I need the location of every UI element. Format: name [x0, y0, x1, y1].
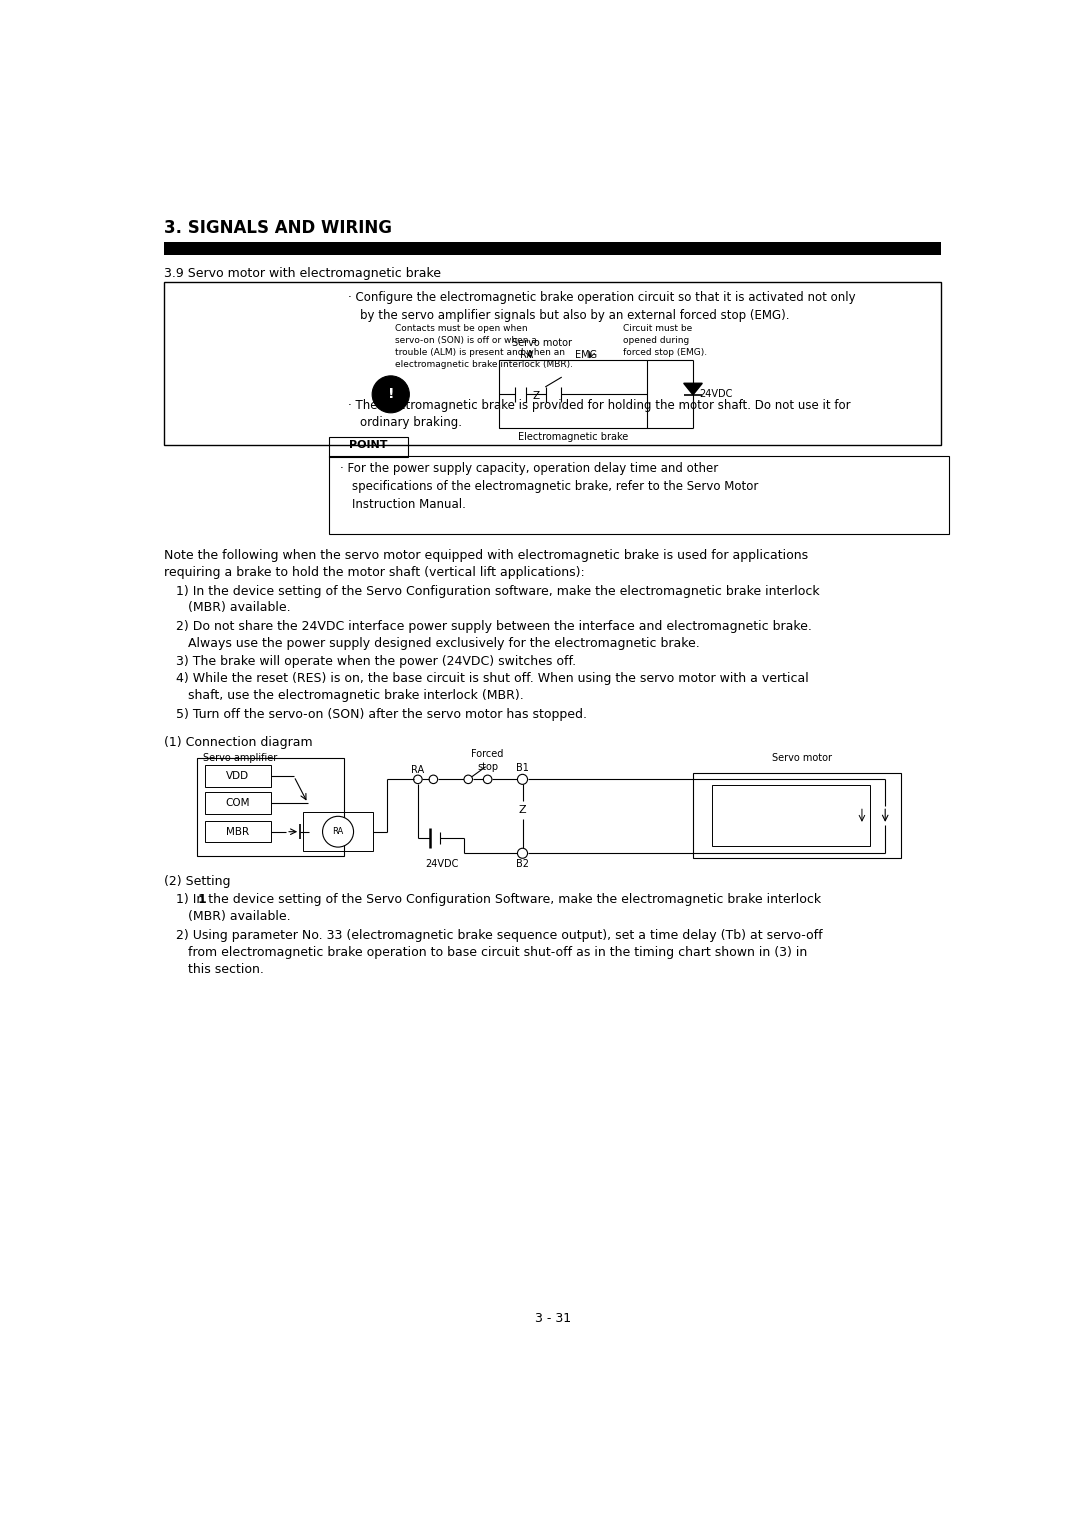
Text: 3.9 Servo motor with electromagnetic brake: 3.9 Servo motor with electromagnetic bra… — [164, 266, 442, 280]
Text: 2) Do not share the 24VDC interface power supply between the interface and elect: 2) Do not share the 24VDC interface powe… — [164, 620, 812, 633]
Bar — [205, 821, 271, 842]
Text: Z: Z — [518, 805, 526, 814]
Circle shape — [414, 775, 422, 784]
Text: !: ! — [388, 387, 394, 402]
Text: VDD: VDD — [226, 772, 249, 781]
Circle shape — [464, 775, 473, 784]
Text: by the servo amplifier signals but also by an external forced stop (EMG).: by the servo amplifier signals but also … — [360, 309, 789, 322]
Text: B1: B1 — [516, 762, 529, 773]
Bar — [205, 766, 271, 787]
Text: Always use the power supply designed exclusively for the electromagnetic brake.: Always use the power supply designed exc… — [164, 637, 700, 649]
Text: Instruction Manual.: Instruction Manual. — [352, 498, 465, 510]
Circle shape — [373, 376, 409, 413]
Bar — [499, 361, 647, 428]
Text: 1) In the device setting of the Servo Configuration Software, make the electroma: 1) In the device setting of the Servo Co… — [164, 894, 822, 906]
Text: Servo motor: Servo motor — [771, 753, 832, 762]
Bar — [303, 813, 373, 851]
Circle shape — [517, 775, 527, 784]
Text: ordinary braking.: ordinary braking. — [360, 416, 462, 429]
Text: · Configure the electromagnetic brake operation circuit so that it is activated : · Configure the electromagnetic brake op… — [348, 292, 855, 304]
Text: 24VDC: 24VDC — [699, 390, 732, 399]
Bar — [713, 785, 869, 847]
Text: (MBR) available.: (MBR) available. — [164, 911, 292, 923]
Text: (MBR) available.: (MBR) available. — [164, 602, 292, 614]
Text: RA: RA — [333, 827, 343, 836]
Bar — [164, 241, 941, 255]
Text: Servo motor: Servo motor — [512, 338, 572, 348]
Text: RA: RA — [411, 764, 424, 775]
Text: Note the following when the servo motor equipped with electromagnetic brake is u: Note the following when the servo motor … — [164, 549, 809, 562]
Text: RA: RA — [519, 350, 532, 361]
Text: 1: 1 — [198, 894, 206, 906]
Circle shape — [323, 816, 353, 847]
Text: POINT: POINT — [349, 440, 388, 451]
Text: Electromagnetic brake: Electromagnetic brake — [517, 432, 627, 442]
Text: Circuit must be
opened during
forced stop (EMG).: Circuit must be opened during forced sto… — [623, 324, 707, 358]
Circle shape — [517, 848, 527, 859]
Text: 3 - 31: 3 - 31 — [536, 1313, 571, 1325]
Text: (1) Connection diagram: (1) Connection diagram — [164, 736, 313, 749]
Bar — [205, 793, 271, 814]
Text: Contacts must be open when
servo-on (SON) is off or when a
trouble (ALM) is pres: Contacts must be open when servo-on (SON… — [394, 324, 572, 368]
Text: requiring a brake to hold the motor shaft (vertical lift applications):: requiring a brake to hold the motor shaf… — [164, 565, 585, 579]
Text: stop: stop — [477, 762, 498, 772]
Text: 24VDC: 24VDC — [426, 859, 459, 869]
Text: 2) Using parameter No. 33 (electromagnetic brake sequence output), set a time de: 2) Using parameter No. 33 (electromagnet… — [164, 929, 823, 941]
Text: 3) The brake will operate when the power (24VDC) switches off.: 3) The brake will operate when the power… — [164, 656, 577, 668]
Text: this section.: this section. — [164, 963, 265, 975]
Circle shape — [484, 775, 491, 784]
Text: (2) Setting: (2) Setting — [164, 876, 231, 888]
Text: specifications of the electromagnetic brake, refer to the Servo Motor: specifications of the electromagnetic br… — [352, 480, 758, 494]
Text: 5) Turn off the servo-on (SON) after the servo motor has stopped.: 5) Turn off the servo-on (SON) after the… — [164, 707, 588, 721]
Text: Servo amplifier: Servo amplifier — [203, 753, 278, 762]
Text: shaft, use the electromagnetic brake interlock (MBR).: shaft, use the electromagnetic brake int… — [164, 689, 524, 703]
Bar — [328, 455, 948, 535]
Circle shape — [429, 775, 437, 784]
Text: MBR: MBR — [226, 827, 249, 837]
Text: Z: Z — [532, 391, 540, 400]
Text: COM: COM — [226, 798, 249, 808]
Text: EMG: EMG — [575, 350, 597, 361]
Bar — [164, 283, 941, 445]
Text: Forced: Forced — [472, 749, 503, 758]
Text: from electromagnetic brake operation to base circuit shut-off as in the timing c: from electromagnetic brake operation to … — [164, 946, 808, 958]
Text: 1) In the device setting of the Servo Configuration software, make the electroma: 1) In the device setting of the Servo Co… — [164, 585, 820, 597]
Text: · The electromagnetic brake is provided for holding the motor shaft. Do not use : · The electromagnetic brake is provided … — [348, 399, 851, 413]
Bar — [328, 437, 408, 457]
Text: B2: B2 — [516, 859, 529, 869]
Polygon shape — [684, 384, 702, 394]
Bar — [693, 773, 901, 857]
Text: 4) While the reset (RES) is on, the base circuit is shut off. When using the ser: 4) While the reset (RES) is on, the base… — [164, 672, 809, 686]
Text: · For the power supply capacity, operation delay time and other: · For the power supply capacity, operati… — [340, 461, 718, 475]
Bar — [197, 758, 345, 856]
Text: 3. SIGNALS AND WIRING: 3. SIGNALS AND WIRING — [164, 219, 392, 237]
